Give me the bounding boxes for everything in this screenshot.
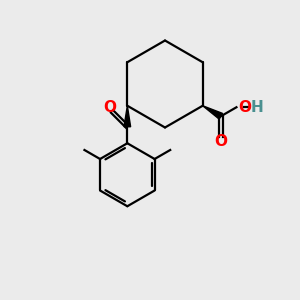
Text: O: O bbox=[103, 100, 116, 116]
Polygon shape bbox=[124, 106, 130, 127]
Text: O: O bbox=[214, 134, 227, 149]
Text: H: H bbox=[250, 100, 263, 115]
Polygon shape bbox=[203, 106, 223, 119]
Text: O: O bbox=[238, 100, 251, 115]
